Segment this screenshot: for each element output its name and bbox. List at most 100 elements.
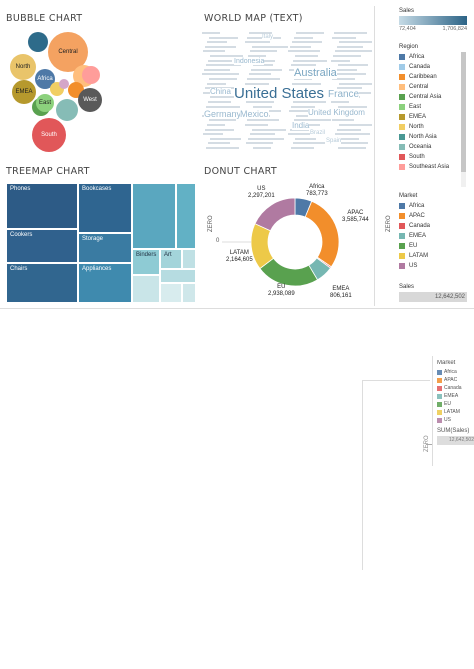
word-cloud-minor-words [203, 50, 225, 53]
world-map-word-cloud[interactable]: Australia China United States France Germany… [202, 26, 372, 154]
treemap-cell[interactable]: Cookers [6, 229, 78, 263]
lower-market-legend[interactable]: Market Africa APAC Canada EMEA EU LATAM US SUM… [437, 360, 474, 445]
treemap-cell[interactable] [160, 269, 196, 283]
word-map-country[interactable]: Spain [326, 138, 342, 144]
treemap-cell[interactable]: Chairs [6, 263, 78, 303]
treemap-cell[interactable] [182, 283, 196, 303]
bubble-mark[interactable] [56, 99, 78, 121]
word-cloud-minor-words [247, 119, 279, 122]
bubble-chart[interactable]: Central North Africa EMEA West East South [4, 24, 104, 156]
lower-sum-value: 12,642,502 [437, 436, 474, 445]
legend-swatch [437, 409, 442, 415]
word-map-country[interactable]: United States [234, 85, 325, 102]
word-map-country[interactable]: China [210, 87, 231, 96]
legend-item-emea[interactable]: EMEA [437, 392, 474, 400]
word-map-country[interactable]: France [328, 89, 360, 100]
legend-item-central-asia[interactable]: Central Asia [399, 92, 461, 102]
legend-item-canada[interactable]: Canada [437, 384, 474, 392]
legend-swatch [399, 64, 405, 70]
legend-item-canada[interactable]: Canada [399, 62, 461, 72]
legend-item-latam[interactable]: LATAM [399, 251, 467, 261]
bubble-mark[interactable]: Africa [35, 69, 55, 89]
legend-item-eu[interactable]: EU [437, 400, 474, 408]
market-legend[interactable]: Market Africa APAC Canada EMEA EU LATAM US [399, 193, 467, 271]
legend-item-canada[interactable]: Canada [399, 221, 467, 231]
legend-item-north[interactable]: North [399, 122, 461, 132]
legend-swatch [399, 154, 405, 160]
word-cloud-minor-words [288, 50, 320, 53]
sales-legend-min: 72,404 [399, 26, 416, 32]
legend-item-caribbean[interactable]: Caribbean [399, 72, 461, 82]
bubble-mark[interactable]: Central [48, 32, 88, 72]
word-map-country[interactable]: Germany [204, 109, 242, 119]
bubble-mark[interactable]: South [32, 118, 66, 152]
scrollbar-thumb[interactable] [461, 52, 466, 172]
region-legend-scrollbar[interactable] [461, 52, 466, 187]
bubble-mark[interactable] [28, 32, 48, 52]
legend-item-us[interactable]: US [399, 261, 467, 271]
legend-item-africa[interactable]: Africa [437, 368, 474, 376]
treemap-cell[interactable]: Art [160, 249, 182, 269]
legend-label: Central Asia [409, 94, 442, 100]
legend-item-apac[interactable]: APAC [399, 211, 467, 221]
treemap-title: TREEMAP CHART [6, 166, 90, 177]
legend-label: US [409, 263, 418, 269]
legend-item-apac[interactable]: APAC [437, 376, 474, 384]
word-map-country[interactable]: Brazil [310, 130, 326, 136]
legend-item-africa[interactable]: Africa [399, 52, 461, 62]
treemap-cell[interactable]: Phones [6, 183, 78, 229]
treemap-cell[interactable] [160, 283, 182, 303]
legend-label: Africa [444, 369, 457, 375]
word-map-country[interactable]: United Kingdom [308, 108, 365, 117]
region-legend[interactable]: Region Africa Canada Caribbean Central Centr… [399, 44, 461, 172]
donut-label-africa: Africa 783,773 [306, 184, 328, 197]
word-cloud-minor-words [294, 119, 331, 122]
treemap-cell[interactable]: Appliances [78, 263, 132, 303]
bubble-mark[interactable]: West [78, 88, 102, 112]
donut-label-eu: EU 2,938,089 [268, 284, 295, 297]
treemap-cell[interactable] [132, 183, 176, 249]
word-cloud-minor-words [209, 78, 237, 80]
legend-swatch [399, 74, 405, 80]
legend-label: EMEA [444, 393, 459, 399]
bubble-mark[interactable] [82, 66, 100, 84]
treemap-cell[interactable] [176, 183, 196, 249]
treemap-cell[interactable]: Storage [78, 233, 132, 263]
bubble-mark[interactable]: North [10, 54, 36, 80]
legend-label: EMEA [409, 114, 427, 120]
legend-item-southeast-asia[interactable]: Southeast Asia [399, 162, 461, 172]
word-map-country[interactable]: Indonesia [234, 58, 265, 65]
treemap-cell[interactable] [132, 275, 160, 303]
legend-item-latam[interactable]: LATAM [437, 408, 474, 416]
bubble-mark[interactable]: East [36, 94, 54, 112]
treemap-cell[interactable]: Bookcases [78, 183, 132, 233]
donut-segment-apac[interactable] [304, 200, 340, 268]
legend-item-oceania[interactable]: Oceania [399, 142, 461, 152]
word-cloud-minor-words [249, 73, 271, 76]
legend-item-us[interactable]: US [437, 416, 474, 424]
legend-item-central[interactable]: Central [399, 82, 461, 92]
legend-item-emea[interactable]: EMEA [399, 231, 467, 241]
treemap-chart[interactable]: Phones Bookcases Cookers Storage Chairs Appli… [6, 183, 196, 303]
word-map-country[interactable]: India [292, 121, 310, 130]
bubble-mark[interactable] [59, 79, 69, 89]
legend-item-eu[interactable]: EU [399, 241, 467, 251]
treemap-cell[interactable] [182, 249, 196, 269]
legend-item-africa[interactable]: Africa [399, 201, 467, 211]
legend-item-north-asia[interactable]: North Asia [399, 132, 461, 142]
lower-axis-left [362, 380, 363, 570]
donut-chart[interactable]: ZERO 0 US 2,297,201 Africa 783,773 APAC 3,5… [202, 180, 394, 304]
word-map-country[interactable]: Australia [294, 67, 337, 79]
word-map-country[interactable]: Italy [262, 34, 274, 40]
word-map-country[interactable]: Mexico [240, 109, 269, 119]
donut-segment-us[interactable] [254, 197, 296, 232]
word-cloud-minor-words [250, 133, 275, 136]
legend-item-east[interactable]: East [399, 102, 461, 112]
legend-item-emea[interactable]: EMEA [399, 112, 461, 122]
treemap-cell[interactable]: Binders [132, 249, 160, 275]
sales-color-legend[interactable]: Sales 72,404 1,706,824 [399, 8, 467, 32]
legend-item-south[interactable]: South [399, 152, 461, 162]
legend-label: North [409, 124, 424, 130]
bubble-mark[interactable]: EMEA [12, 80, 36, 104]
legend-swatch [437, 417, 442, 423]
